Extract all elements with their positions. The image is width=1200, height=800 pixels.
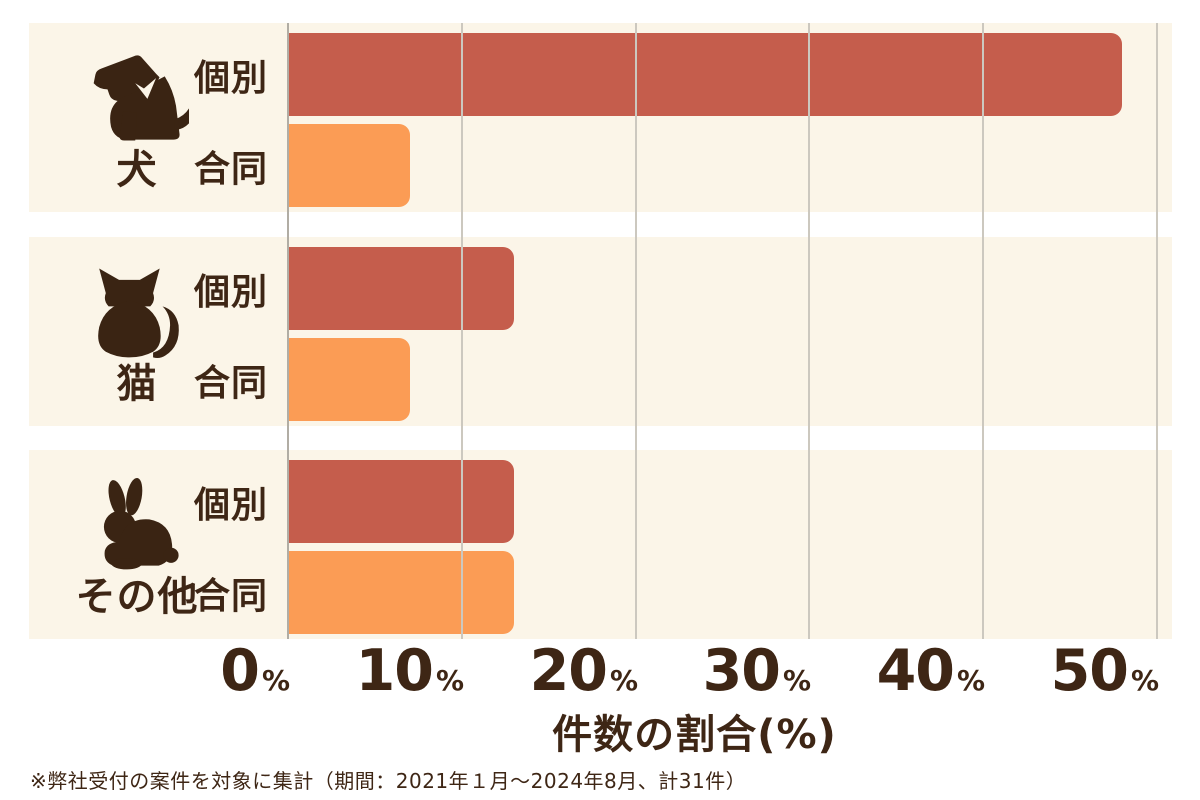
dog-bars [288,23,1157,212]
cat-individual-bar [288,247,514,330]
dog-icon [85,50,189,146]
x-tick-30: 30% [651,642,811,710]
cat-category-column: 猫 [37,237,237,426]
dog-individual-bar [288,33,1123,116]
other-individual-label: 個別 [193,484,268,526]
x-tick-40: 40% [825,642,985,710]
dog-category-label: 犬 [116,146,158,193]
x-tick-10: 10% [304,642,464,710]
dog-joint-label: 合同 [193,148,268,190]
x-tick-20: 20% [478,642,638,710]
cat-joint-label: 合同 [193,362,268,404]
dog-individual-label: 個別 [193,57,268,99]
cat-category-label: 猫 [116,360,158,407]
x-tick-10-percent: % [435,664,464,697]
x-tick-40-number: 40 [876,638,955,704]
other-category-column: その他 [37,450,237,639]
dog-category-column: 犬 [37,23,237,212]
dog-joint-bar [288,124,410,207]
x-tick-40-percent: % [956,664,985,697]
x-tick-30-number: 30 [702,638,781,704]
x-axis-title: 件数の割合(%) [552,712,837,758]
cat-joint-bar [288,338,410,421]
x-tick-50: 50% [999,642,1159,710]
group-panel-other: その他 個別 合同 [29,450,1172,639]
group-panel-cat-content: 猫 個別 合同 [29,237,1172,426]
other-individual-bar [288,460,514,543]
x-tick-50-number: 50 [1050,638,1129,704]
group-panel-dog: 犬 個別 合同 [29,23,1172,212]
x-tick-0-number: 0 [220,638,260,704]
other-category-label: その他 [75,573,199,620]
x-tick-20-percent: % [609,664,638,697]
cat-bars [288,237,1157,426]
group-panel-dog-content: 犬 個別 合同 [29,23,1172,212]
other-joint-label: 合同 [193,575,268,617]
group-panel-cat: 猫 個別 合同 [29,237,1172,426]
x-axis-ticks: 0% 10% 20% 30% 40% 50% [0,642,1200,702]
x-tick-50-percent: % [1130,664,1159,697]
x-tick-0-percent: % [261,664,290,697]
footnote: ※弊社受付の案件を対象に集計（期間：2021年１月～2024年8月、計31件） [30,769,747,793]
rabbit-icon [85,477,189,573]
group-panel-other-content: その他 個別 合同 [29,450,1172,639]
x-tick-20-number: 20 [529,638,608,704]
other-bars [288,450,1157,639]
other-joint-bar [288,551,514,634]
cat-individual-label: 個別 [193,271,268,313]
cat-icon [85,264,189,360]
x-tick-30-percent: % [782,664,811,697]
x-tick-0: 0% [130,642,290,710]
x-tick-10-number: 10 [355,638,434,704]
